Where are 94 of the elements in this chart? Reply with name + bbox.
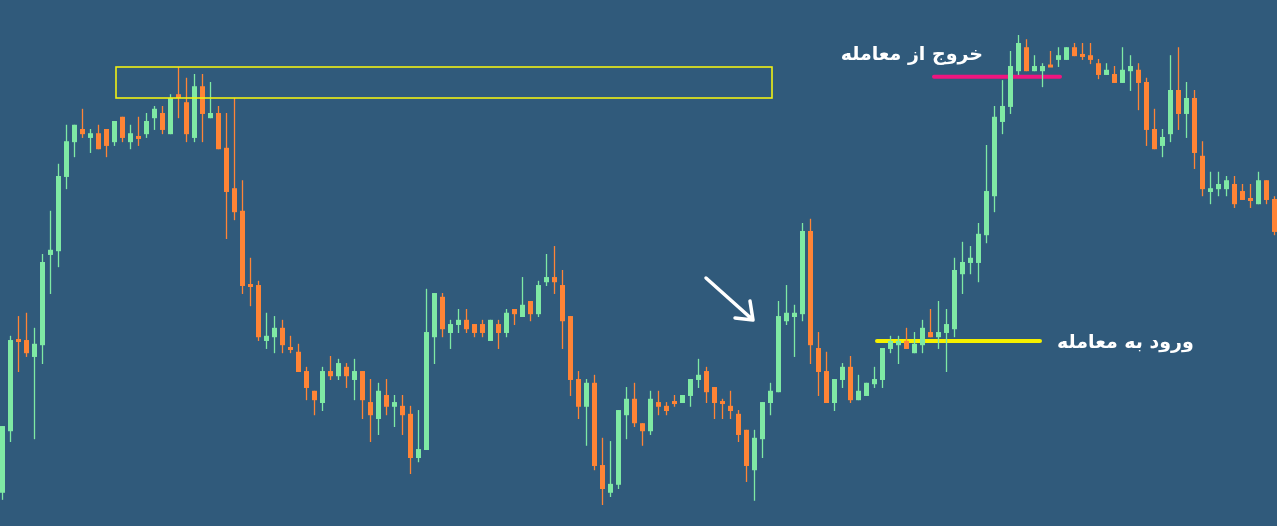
candlestick [792,304,797,358]
candlestick [832,378,837,412]
candlestick [120,116,125,143]
candlestick [384,378,389,416]
candlestick [1096,58,1101,80]
candlestick [1256,171,1261,205]
candlestick [88,128,93,154]
candlestick [936,300,941,350]
candlestick [448,319,453,350]
candlestick [584,378,589,447]
candlestick [152,105,157,131]
candlestick [920,319,925,354]
candlestick [104,128,109,158]
candlestick [32,327,37,440]
candlestick [928,308,933,338]
candlestick [328,355,333,381]
candlestick [208,81,213,119]
candlestick [496,319,501,350]
candlestick [768,382,773,416]
candlestick [144,112,149,139]
candlestick [720,398,725,420]
candlestick [968,245,973,275]
candlestick [1160,128,1165,158]
candlestick [456,308,461,334]
candlestick [960,241,965,295]
candlestick [296,343,301,373]
candlestick [728,390,733,420]
candlestick [96,124,101,150]
candlestick [304,366,309,401]
candlestick [48,210,53,295]
candlestick [1128,54,1133,92]
candlestick [272,315,277,354]
candlestick [1264,179,1269,205]
candlestick [400,394,405,436]
ref-line-label: خروج از معامله [840,41,983,65]
candlestick [704,366,709,404]
candlestick [1216,171,1221,197]
candlestick [896,335,901,365]
candlestick [688,378,693,408]
candlestick [416,409,421,463]
candlestick [312,390,317,416]
candlestick [72,124,77,158]
candlestick [856,374,861,401]
candlestick [1056,46,1061,68]
candlestick [544,253,549,287]
candlestick [1088,42,1093,65]
candlestick [1176,46,1181,131]
candlestick [504,308,509,338]
candlestick [248,257,253,307]
candlestick [784,284,789,326]
candlestick [336,358,341,381]
ref-line-label: ورود به معامله [1057,329,1194,353]
candlestick [128,124,133,150]
candlestick [1000,79,1005,135]
candlestick [136,116,141,147]
candlestick [1248,183,1253,209]
candlestick [696,358,701,389]
candlestick [352,358,357,401]
candlestick [368,378,373,443]
candlestick [624,386,629,440]
candlestick [160,105,165,135]
candlestick [1136,62,1141,111]
candlestick [1024,38,1029,72]
candlestick [80,108,85,139]
candlestick [520,276,525,318]
candlestick [656,390,661,416]
candlestick [1232,175,1237,209]
candlestick [264,312,269,350]
candlestick [712,386,717,420]
candlestick [232,97,237,221]
candlestick [1152,108,1157,150]
candlestick [1224,175,1229,197]
candlestick [872,366,877,389]
candlestick [464,308,469,334]
candlestick [736,409,741,443]
candlestick [608,440,613,498]
candlestick [944,308,949,373]
candlestick [904,327,909,350]
candlestick [24,312,29,358]
candlestick [1184,81,1189,139]
candlestick [640,422,645,447]
candlestick [1120,46,1125,84]
candlestick [280,319,285,354]
candlestick [344,362,349,389]
candlestick [392,394,397,428]
candlestick [528,300,533,322]
candlestick [816,331,821,397]
candlestick [552,245,557,295]
candlestick [1208,171,1213,205]
candlestick [600,437,605,506]
candlestick [16,315,21,373]
candlestick [840,362,845,389]
candlestick [112,120,117,147]
candlestick [1040,62,1045,88]
